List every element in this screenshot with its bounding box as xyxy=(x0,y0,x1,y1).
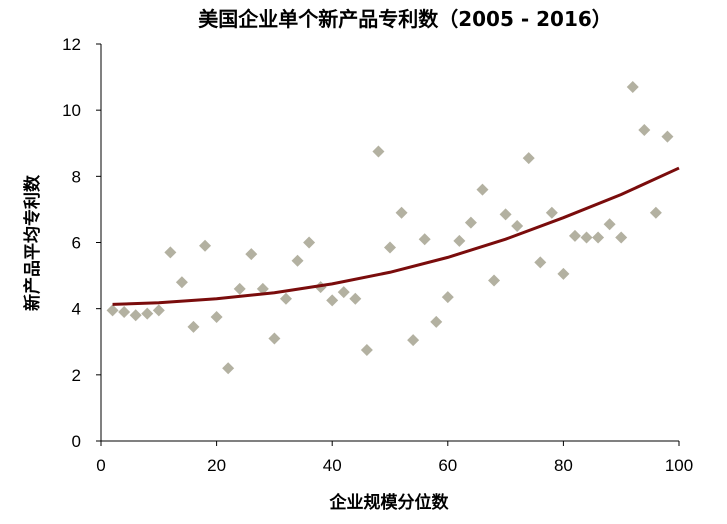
data-point xyxy=(222,362,235,375)
data-point xyxy=(141,307,154,320)
data-point xyxy=(568,229,581,242)
data-point xyxy=(337,286,350,299)
y-tick-label: 6 xyxy=(72,234,81,253)
data-point xyxy=(129,309,142,322)
data-point xyxy=(557,267,570,280)
data-point xyxy=(233,282,246,295)
data-point xyxy=(245,248,258,261)
data-point xyxy=(615,231,628,244)
y-tick-label: 12 xyxy=(62,35,81,54)
y-tick-label: 10 xyxy=(62,101,81,120)
y-tick-label: 8 xyxy=(72,167,81,186)
data-point xyxy=(511,219,524,232)
data-point xyxy=(326,294,339,307)
data-point xyxy=(626,81,639,94)
data-point xyxy=(464,216,477,229)
data-point xyxy=(395,206,408,219)
data-point xyxy=(118,305,131,318)
data-point xyxy=(407,334,420,347)
data-point xyxy=(384,241,396,254)
data-point xyxy=(256,282,269,295)
data-point xyxy=(372,145,385,158)
data-point xyxy=(592,231,605,244)
chart-title: 美国企业单个新产品专利数（2005 - 2016） xyxy=(198,7,612,31)
y-tick-label: 2 xyxy=(72,366,81,385)
data-point xyxy=(661,130,674,143)
scatter-points xyxy=(106,81,674,375)
data-point xyxy=(152,304,165,317)
data-point xyxy=(187,320,200,333)
data-point xyxy=(303,236,316,249)
data-point xyxy=(534,256,547,269)
data-point xyxy=(545,206,558,219)
data-point xyxy=(360,344,373,357)
axes xyxy=(96,43,680,446)
tick-labels: 0 2 4 6 8 10 12 0 20 40 60 80 100 xyxy=(62,35,693,475)
data-point xyxy=(175,276,188,289)
data-point xyxy=(418,233,431,246)
x-axis-label: 企业规模分位数 xyxy=(329,492,450,513)
data-point xyxy=(430,315,443,328)
x-tick-label: 60 xyxy=(438,456,457,475)
data-point xyxy=(164,246,177,259)
data-point xyxy=(441,291,454,304)
data-point xyxy=(279,292,292,305)
data-point xyxy=(291,254,304,267)
data-point xyxy=(522,152,535,165)
data-point xyxy=(106,304,119,317)
data-point xyxy=(649,206,662,219)
x-tick-label: 40 xyxy=(323,456,342,475)
y-tick-label: 4 xyxy=(72,300,81,319)
data-point xyxy=(210,310,223,323)
data-point xyxy=(453,234,466,247)
x-tick-label: 20 xyxy=(207,456,226,475)
data-point xyxy=(603,218,616,231)
x-tick-label: 80 xyxy=(554,456,573,475)
data-point xyxy=(488,274,501,287)
data-point xyxy=(499,208,512,221)
data-point xyxy=(199,239,212,252)
data-point xyxy=(638,124,651,137)
trend-line xyxy=(112,166,680,306)
data-point xyxy=(268,332,281,345)
y-axis-label: 新产品平均专利数 xyxy=(22,174,43,311)
data-point xyxy=(349,292,362,305)
y-tick-label: 0 xyxy=(72,432,81,451)
data-point xyxy=(476,183,489,196)
x-tick-label: 0 xyxy=(96,456,105,475)
data-point xyxy=(580,231,593,244)
x-tick-label: 100 xyxy=(665,456,693,475)
